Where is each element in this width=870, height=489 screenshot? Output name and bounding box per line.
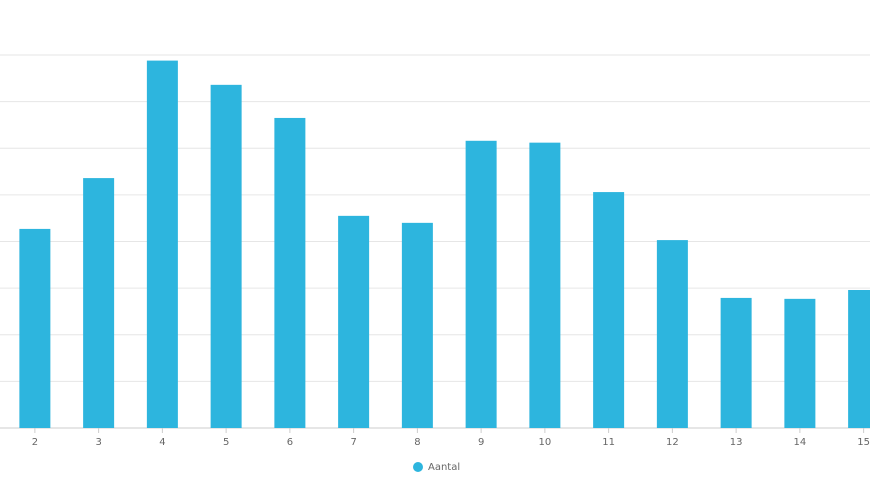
bar bbox=[465, 140, 497, 429]
x-tick-label: 3 bbox=[95, 437, 101, 448]
legend-label: Aantal bbox=[428, 462, 460, 473]
x-tick-label: 5 bbox=[223, 437, 229, 448]
x-tick-label: 6 bbox=[287, 437, 293, 448]
bar bbox=[784, 298, 816, 428]
bar bbox=[656, 240, 688, 428]
x-tick-label: 14 bbox=[794, 437, 807, 448]
bar bbox=[210, 84, 242, 428]
x-tick-label: 11 bbox=[602, 437, 615, 448]
bar bbox=[529, 142, 561, 428]
bar bbox=[83, 178, 115, 428]
x-tick-label: 13 bbox=[730, 437, 743, 448]
x-tick-label: 8 bbox=[414, 437, 420, 448]
bar bbox=[338, 215, 370, 428]
x-tick-label: 7 bbox=[350, 437, 356, 448]
bar bbox=[593, 192, 625, 428]
bar bbox=[19, 228, 51, 428]
bar bbox=[146, 60, 178, 428]
bar bbox=[401, 222, 433, 428]
bar bbox=[848, 289, 870, 428]
bar bbox=[720, 297, 752, 428]
x-tick-label: 10 bbox=[539, 437, 552, 448]
bar bbox=[274, 117, 306, 428]
legend-marker bbox=[413, 462, 423, 472]
x-tick-label: 4 bbox=[159, 437, 165, 448]
x-tick-label: 9 bbox=[478, 437, 484, 448]
x-tick-label: 15 bbox=[857, 437, 870, 448]
x-tick-label: 2 bbox=[32, 437, 38, 448]
x-tick-label: 12 bbox=[666, 437, 679, 448]
